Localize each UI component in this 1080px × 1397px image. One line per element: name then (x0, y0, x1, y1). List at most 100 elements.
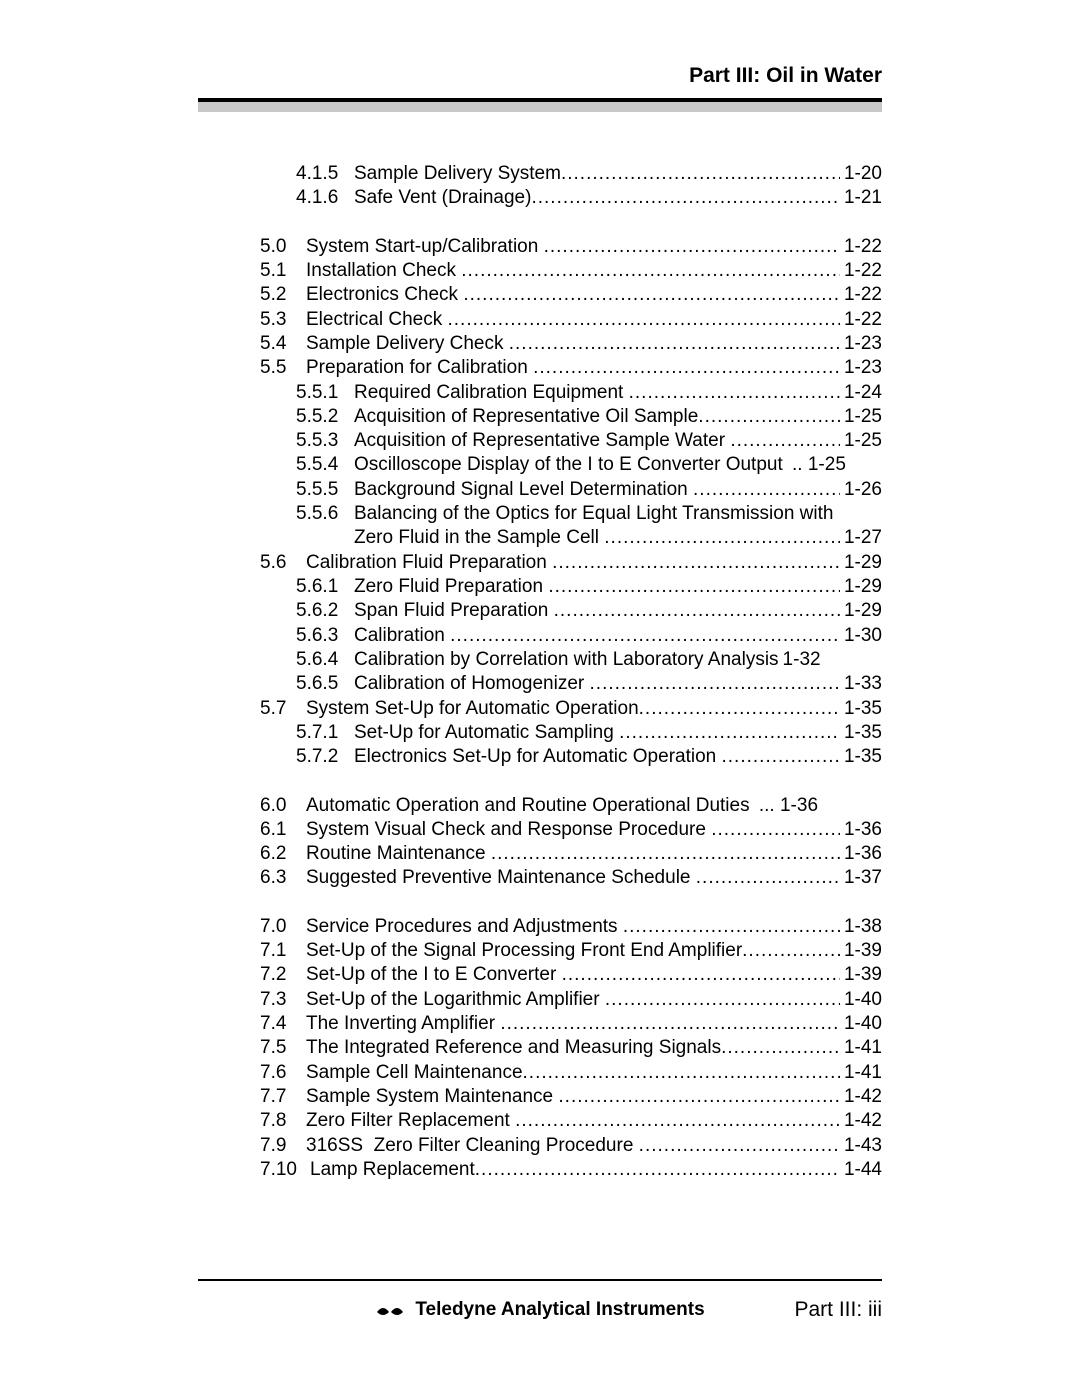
toc-section-number: 5.6.1 (296, 575, 354, 599)
toc-row: 5.7.1Set-Up for Automatic Sampling 1-35 (260, 721, 882, 745)
toc-section-number: 7.9 (260, 1134, 306, 1158)
toc-page-ref: 1-39 (840, 963, 882, 987)
toc-leader-dots (742, 939, 840, 963)
toc-section-number: 7.6 (260, 1061, 306, 1085)
toc-section-number: 5.7.1 (296, 721, 354, 745)
toc-leader-dots (561, 162, 840, 186)
toc-row: 5.6.2Span Fluid Preparation 1-29 (260, 599, 882, 623)
toc-section-number: 5.6.2 (296, 599, 354, 623)
footer-brand: Teledyne Analytical Instruments (415, 1299, 704, 1321)
toc-section-number: 5.4 (260, 332, 306, 356)
toc-row: 7.2Set-Up of the I to E Converter 1-39 (260, 963, 882, 987)
toc-section-number: 7.1 (260, 939, 306, 963)
toc-title: Calibration of Homogenizer (354, 672, 590, 696)
toc-row: 5.6.5Calibration of Homogenizer 1-33 (260, 672, 882, 696)
toc-section-number: 5.5.2 (296, 405, 354, 429)
toc-page-ref: 1-35 (840, 697, 882, 721)
toc-row: 5.2Electronics Check 1-22 (260, 283, 882, 307)
toc-row: 5.7.2Electronics Set-Up for Automatic Op… (260, 745, 882, 769)
toc-row: 7.5The Integrated Reference and Measurin… (260, 1036, 882, 1060)
toc-section-number: 5.0 (260, 235, 306, 259)
toc-group: 6.0Automatic Operation and Routine Opera… (260, 794, 882, 891)
toc-section-number: 6.2 (260, 842, 306, 866)
page-footer: Teledyne Analytical Instruments Part III… (198, 1299, 882, 1321)
toc-row: 5.5.1Required Calibration Equipment 1-24 (260, 381, 882, 405)
toc-section-number: 5.6.4 (296, 648, 354, 672)
toc-page-ref: 1-43 (840, 1134, 882, 1158)
toc-section-number: 5.5.5 (296, 478, 354, 502)
toc-row: 5.3Electrical Check 1-22 (260, 308, 882, 332)
toc-leader-dots (461, 259, 840, 283)
toc-leader-dots (693, 478, 840, 502)
toc-row: 5.7System Set-Up for Automatic Operation… (260, 697, 882, 721)
toc-row: 6.3Suggested Preventive Maintenance Sche… (260, 866, 882, 890)
toc-section-number: 5.3 (260, 308, 306, 332)
toc-row: 5.6.4Calibration by Correlation with Lab… (260, 648, 882, 672)
toc-page-ref: 1-36 (840, 842, 882, 866)
toc-page-ref: 1-42 (840, 1109, 882, 1133)
toc-row: 7.1Set-Up of the Signal Processing Front… (260, 939, 882, 963)
toc-leader-dots (450, 624, 840, 648)
toc-title: Set-Up for Automatic Sampling (354, 721, 619, 745)
toc-title: Electronics Check (306, 283, 463, 307)
toc-page-ref: 1-35 (840, 745, 882, 769)
toc-group: 4.1.5Sample Delivery System1-204.1.6Safe… (260, 162, 882, 211)
toc-row: 7.3Set-Up of the Logarithmic Amplifier 1… (260, 988, 882, 1012)
toc-title: System Set-Up for Automatic Operation (306, 697, 639, 721)
toc-title: Acquisition of Representative Sample Wat… (354, 429, 730, 453)
header-title: Part III: Oil in Water (689, 64, 882, 87)
toc-title: Balancing of the Optics for Equal Light … (354, 502, 833, 526)
toc-leader-dots (531, 186, 840, 210)
toc-row-continuation: Zero Fluid in the Sample Cell 1-27 (260, 526, 882, 550)
toc-page-ref: 1-29 (840, 599, 882, 623)
toc-row: 7.8Zero Filter Replacement 1-42 (260, 1109, 882, 1133)
toc-page-ref: 1-27 (840, 526, 882, 550)
toc-row: 5.5.2Acquisition of Representative Oil S… (260, 405, 882, 429)
toc-title: The Integrated Reference and Measuring S… (306, 1036, 721, 1060)
toc-page-ref: 1-22 (840, 259, 882, 283)
toc-section-number: 5.5 (260, 356, 306, 380)
toc-title: Sample Delivery Check (306, 332, 509, 356)
toc-page-ref: 1-24 (840, 381, 882, 405)
toc-leader-dots (558, 1085, 840, 1109)
toc-title: The Inverting Amplifier (306, 1012, 500, 1036)
toc-leader-dots (554, 599, 840, 623)
toc-section-number: 5.5.3 (296, 429, 354, 453)
toc-page-ref: 1-25 (840, 429, 882, 453)
toc-title: Calibration Fluid Preparation (306, 551, 552, 575)
toc-row: 4.1.5Sample Delivery System1-20 (260, 162, 882, 186)
toc-page-ref: 1-22 (840, 283, 882, 307)
toc-section-number: 6.0 (260, 794, 306, 818)
toc-page-ref: 1-26 (840, 478, 882, 502)
toc-title: Installation Check (306, 259, 461, 283)
toc-section-number: 6.1 (260, 818, 306, 842)
toc-section-number: 5.1 (260, 259, 306, 283)
toc-page-ref: 1-20 (840, 162, 882, 186)
toc-page-ref: 1-35 (840, 721, 882, 745)
toc-leader-dots (629, 381, 840, 405)
toc-title: Routine Maintenance (306, 842, 491, 866)
toc-leader-dots (523, 1061, 840, 1085)
toc-leader-dots (544, 235, 840, 259)
toc-leader-dots (448, 308, 840, 332)
toc-section-number: 5.6.5 (296, 672, 354, 696)
toc-page-ref: 1-36 (840, 818, 882, 842)
toc-title: Span Fluid Preparation (354, 599, 554, 623)
toc-page-ref: 1-23 (840, 356, 882, 380)
toc-leader-dots (509, 332, 840, 356)
toc-section-number: 4.1.5 (296, 162, 354, 186)
toc-page-ref: 1-42 (840, 1085, 882, 1109)
teledyne-logo-icon (375, 1302, 405, 1318)
toc-page-ref: 1-29 (840, 551, 882, 575)
toc-row: 7.6Sample Cell Maintenance1-41 (260, 1061, 882, 1085)
toc-title: System Visual Check and Response Procedu… (306, 818, 711, 842)
toc-leader-dots (696, 866, 840, 890)
toc-row: 5.6.3Calibration 1-30 (260, 624, 882, 648)
toc-title: Zero Filter Replacement (306, 1109, 515, 1133)
toc-title: Zero Fluid Preparation (354, 575, 548, 599)
toc-row: 5.1Installation Check 1-22 (260, 259, 882, 283)
toc-leader-dots (548, 575, 840, 599)
toc-section-number: 7.10 (260, 1158, 310, 1182)
toc-title: Sample System Maintenance (306, 1085, 558, 1109)
toc-leader-dots (500, 1012, 840, 1036)
